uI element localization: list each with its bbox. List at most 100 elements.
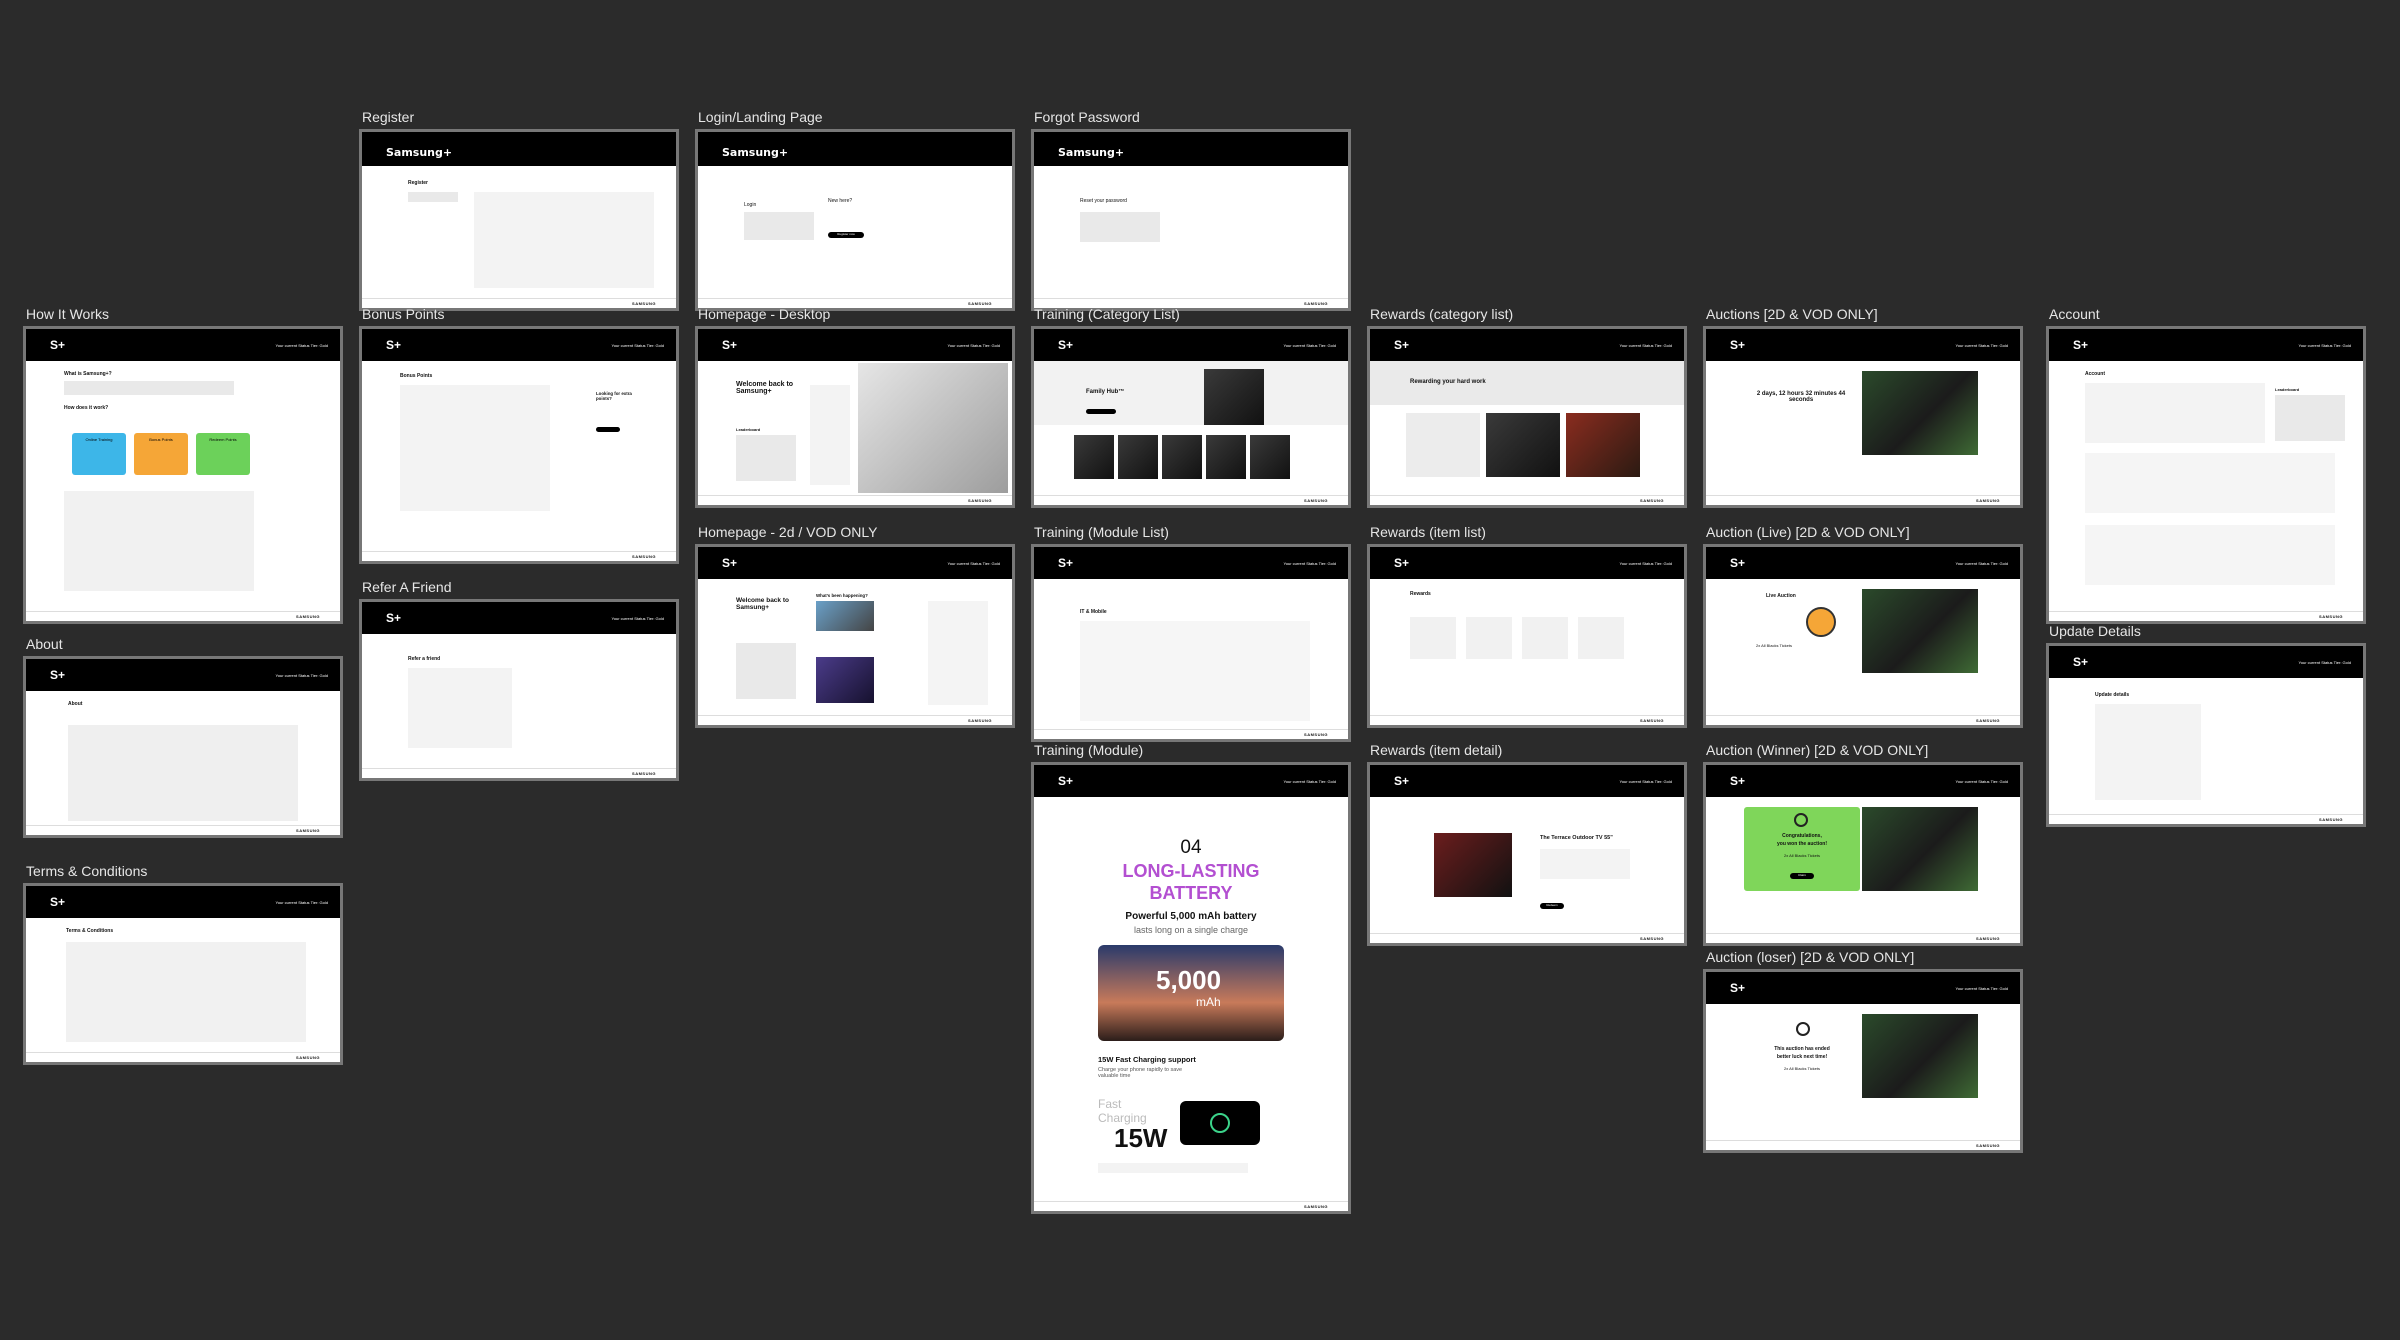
splus-logo: S+ [722,556,738,570]
status-tier: Your current Status Tier: Gold [947,561,1000,566]
login-title: Login [744,202,757,208]
footer: SAMSUNG [26,1052,340,1062]
item-tile-2[interactable] [1466,617,1512,659]
product-image [1434,833,1512,897]
reward-tile-1[interactable] [1406,413,1480,477]
category-tile-2[interactable] [1118,435,1158,479]
screen-account: S+ Your current Status Tier: Gold Accoun… [2046,326,2366,624]
category-tile-5[interactable] [1250,435,1290,479]
status-tier: Your current Status Tier: Gold [2298,343,2351,348]
register-form[interactable] [474,192,654,288]
category-tile-3[interactable] [1162,435,1202,479]
redeem-button[interactable]: Redeem [1540,903,1564,909]
refer-form[interactable] [408,668,512,748]
item-tile-3[interactable] [1522,617,1568,659]
samsung-plus-logo: Samsung+ [386,146,453,159]
category-tile-4[interactable] [1206,435,1246,479]
auction-item: 2x All Blacks Tickets [1756,643,1793,648]
frame-account: Account S+ Your current Status Tier: Gol… [2046,306,2366,624]
hero-banner [1034,361,1348,425]
frame-label: How It Works [26,306,109,322]
frame-homepage-2d: Homepage - 2d / VOD ONLY S+ Your current… [695,524,1015,728]
page-title: IT & Mobile [1080,609,1107,615]
header: S+ Your current Status Tier: Gold [1034,329,1348,361]
frame-label: Register [362,109,415,125]
header: Samsung+ [1034,132,1348,166]
page-title: Register [408,180,429,186]
frame-label: Auction (Live) [2D & VOD ONLY] [1706,524,1910,540]
update-form[interactable] [2095,704,2201,800]
footer-brand: SAMSUNG [632,554,656,559]
frame-forgot: Forgot Password Samsung+ Reset your pass… [1031,109,1351,311]
status-tier: Your current Status Tier: Gold [1283,779,1336,784]
register-now-button[interactable]: Register now [828,232,864,238]
fridge-image [1204,369,1264,425]
screen-rewards-category: S+ Your current Status Tier: Gold Reward… [1367,326,1687,508]
splus-logo: S+ [1730,338,1746,352]
callout-button[interactable] [596,427,620,432]
screen-update-details: S+ Your current Status Tier: Gold Update… [2046,643,2366,827]
footer-brand: SAMSUNG [1976,936,2000,941]
section-title: How does it work? [64,405,109,411]
leaderboard-title: Leaderboard [2275,387,2300,392]
footer: SAMSUNG [1706,495,2020,505]
about-text [68,725,298,821]
screen-terms: S+ Your current Status Tier: Gold Terms … [23,883,343,1065]
reward-tile-3[interactable] [1566,413,1640,477]
footer: SAMSUNG [362,551,676,561]
winner-item: 2x All Blacks Tickets [1783,853,1820,858]
footer-brand: SAMSUNG [2319,614,2343,619]
footer: SAMSUNG [1370,715,1684,725]
item-tile-1[interactable] [1410,617,1456,659]
frame-label: Terms & Conditions [26,863,148,879]
sales-history-table [2085,453,2335,513]
screen-register: Samsung+ Register SAMSUNG [359,129,679,311]
screen-homepage-2d: S+ Your current Status Tier: Gold Welcom… [695,544,1015,728]
login-form[interactable] [744,212,814,240]
footer-brand: SAMSUNG [1640,936,1664,941]
frame-terms: Terms & Conditions S+ Your current Statu… [23,863,343,1065]
frame-about: About S+ Your current Status Tier: Gold … [23,636,343,838]
welcome-title: Welcome back to Samsung+ [736,597,789,611]
subheadline-2: lasts long on a single charge [1133,925,1249,935]
footer: SAMSUNG [362,768,676,778]
splus-logo: S+ [1058,556,1074,570]
step-bonus-points: Bonus Points [134,433,188,475]
news-image-2[interactable] [816,657,874,703]
header: S+ Your current Status Tier: Gold [698,547,1012,579]
subheadline-1: Powerful 5,000 mAh battery [1125,911,1257,922]
splus-logo: S+ [1394,774,1410,788]
news-image-1[interactable] [816,601,874,631]
footer: SAMSUNG [698,495,1012,505]
header: S+ Your current Status Tier: Gold [2049,329,2363,361]
header: S+ Your current Status Tier: Gold [26,659,340,691]
frame-label: Account [2049,306,2100,322]
frame-label: Login/Landing Page [698,109,823,125]
status-tier: Your current Status Tier: Gold [1619,343,1672,348]
reset-form[interactable] [1080,212,1160,242]
frame-label: Refer A Friend [362,579,452,595]
header: S+ Your current Status Tier: Gold [1706,547,2020,579]
status-tier: Your current Status Tier: Gold [275,900,328,905]
claim-button[interactable]: Claim [1790,873,1814,879]
points-table [400,385,550,511]
frame-label: Update Details [2049,623,2141,639]
category-tile-1[interactable] [1074,435,1114,479]
footer-brand: SAMSUNG [968,718,992,723]
screen-auction-winner: S+ Your current Status Tier: Gold Congra… [1703,762,2023,946]
hero-button[interactable] [1086,409,1116,414]
item-tile-4[interactable] [1578,617,1624,659]
status-tier: Your current Status Tier: Gold [1955,561,2008,566]
new-here-title: New here? [828,198,853,204]
footer-brand: SAMSUNG [1304,1204,1328,1209]
header: S+ Your current Status Tier: Gold [1370,765,1684,797]
headline-line-2: BATTERY [1149,883,1233,903]
splus-logo: S+ [2073,655,2089,669]
frame-label: Training (Category List) [1034,306,1180,322]
screen-rewards-item-detail: S+ Your current Status Tier: Gold The Te… [1367,762,1687,946]
reward-tile-2[interactable] [1486,413,1560,477]
status-tier: Your current Status Tier: Gold [1283,343,1336,348]
footer-brand: SAMSUNG [1304,732,1328,737]
splus-logo: S+ [50,338,66,352]
status-tier: Your current Status Tier: Gold [1619,561,1672,566]
